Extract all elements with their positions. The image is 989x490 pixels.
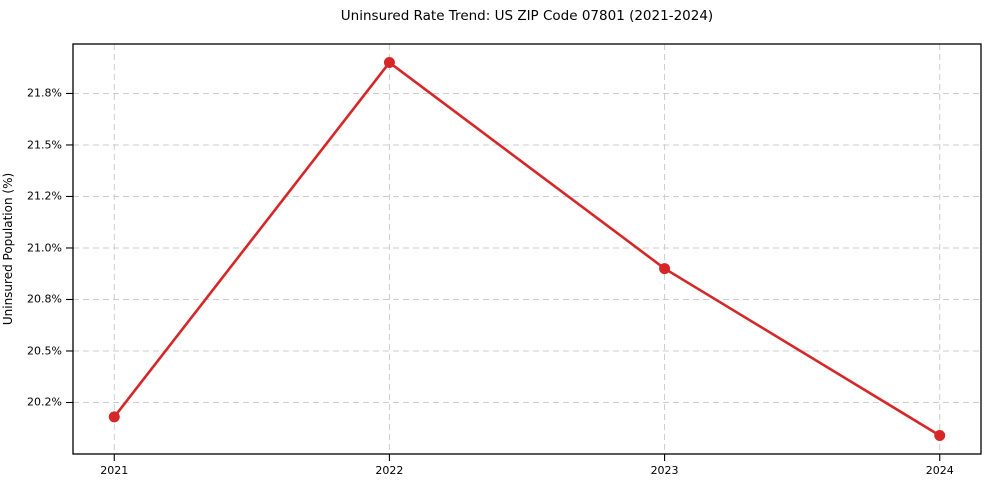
- x-tick-label: 2021: [100, 464, 129, 477]
- data-point-marker: [108, 411, 120, 423]
- data-point-marker: [659, 263, 671, 275]
- y-tick-label: 21.5%: [27, 138, 62, 152]
- x-tick-label: 2024: [925, 464, 954, 477]
- y-tick-label: 20.8%: [27, 292, 62, 306]
- axes-background: [73, 44, 981, 454]
- data-point-marker: [383, 57, 395, 69]
- trend-line: [112, 61, 942, 437]
- x-tick-label: 2022: [375, 464, 404, 477]
- y-tick-label: 21.8%: [27, 86, 62, 100]
- y-tick-label: 20.5%: [27, 344, 62, 358]
- y-tick-label: 21.2%: [27, 189, 62, 203]
- axes-border: [72, 43, 982, 455]
- x-tick-label: 2023: [650, 464, 679, 477]
- y-tick-label: 21.0%: [27, 241, 62, 255]
- y-tick-label: 20.2%: [27, 395, 62, 409]
- chart-title: Uninsured Rate Trend: US ZIP Code 07801 …: [340, 8, 714, 24]
- data-point-marker: [934, 429, 946, 441]
